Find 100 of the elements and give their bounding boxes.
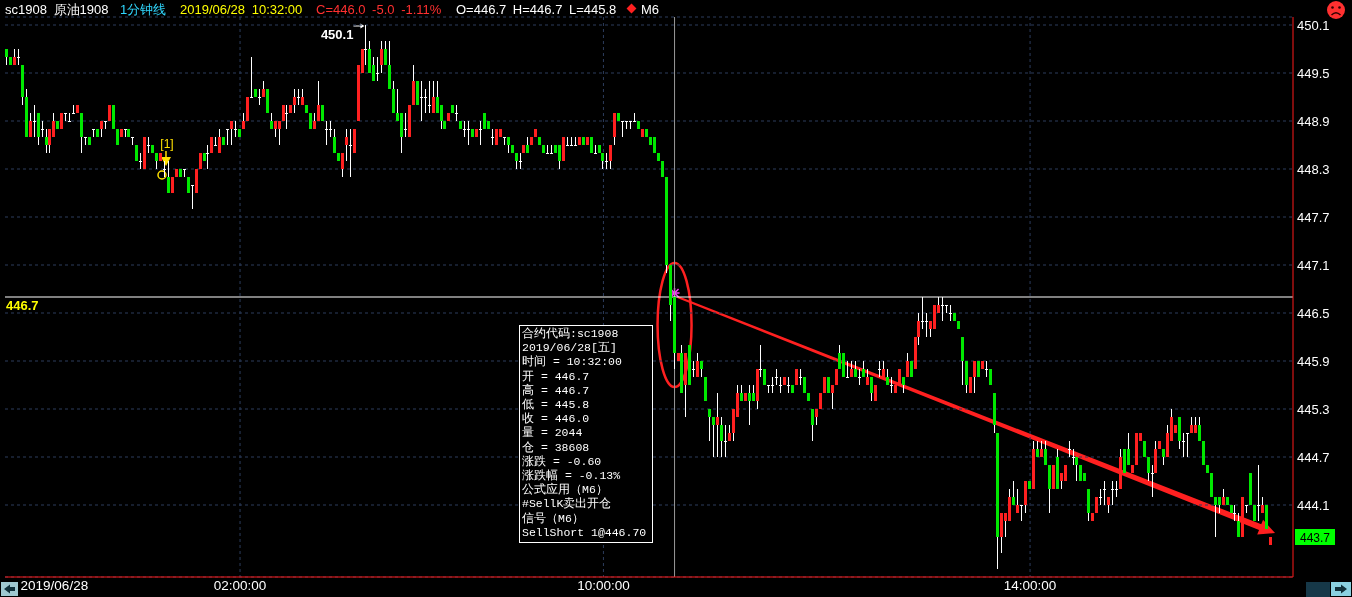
candlestick [810,408,814,442]
candlestick [846,360,850,378]
candlestick [1000,512,1004,554]
annotation: O=446.7 H=446.7 L=445.8 [456,2,617,17]
y-tick-label: 450.1 [1297,17,1330,33]
candlestick [569,136,573,146]
candlestick [388,40,392,90]
annotation: #SellK卖出开仓 [522,497,613,512]
candlestick [1182,432,1186,458]
candlestick [972,360,976,394]
candlestick [558,144,562,170]
x-tick-label: 14:00:00 [1003,577,1057,593]
candlestick [1178,416,1182,450]
candlestick [692,360,696,378]
candlestick [712,416,716,458]
candlestick [1087,488,1091,522]
chart-title: sc1908 原油1908 [5,2,109,17]
candlestick [716,392,720,458]
candlestick [249,56,253,98]
candlestick [613,112,617,146]
candlestick [1257,464,1261,522]
annotation: SellShort 1@446.70 [522,525,648,541]
x-tick-label: 10:00:00 [577,577,630,593]
candlestick [775,368,779,386]
annotation: 高 = 446.7 [522,383,591,398]
candlestick [1099,488,1103,506]
candlestick [1047,464,1051,514]
candlestick [767,384,771,394]
candlestick [925,312,929,338]
candlestick [163,160,167,178]
y-tick-label: 447.7 [1297,209,1330,225]
y-tick-label: 444.1 [1297,497,1330,513]
candlestick [467,120,471,146]
y-tick-label: 445.9 [1297,353,1330,369]
candlestick [423,88,427,114]
annotation: C=446.0 -5.0 -1.11% [316,2,442,17]
candlestick [984,360,988,378]
candlestick [427,80,431,114]
annotation: 涨跌幅 = -0.13% [522,469,622,483]
annotation: 合约代码:sc1908 [522,327,620,341]
candlestick [123,128,127,138]
candlestick [546,144,550,154]
chart-subtitle: 1分钟线 [120,2,167,17]
candlestick [759,344,763,378]
x-tick-label: 02:00:00 [213,577,267,593]
candlestick [787,376,791,394]
candlestick [364,24,368,66]
y-tick-label: 449.5 [1297,65,1330,81]
candlestick [147,136,151,154]
annotation: 450.1 [320,27,354,42]
candlestick [858,368,862,386]
candlestick [273,120,277,138]
candlestick [565,136,569,146]
candlestick [36,112,40,146]
candlestick [601,152,605,170]
candlestick [455,104,459,122]
candlestick [1024,480,1028,514]
candlestick [1111,480,1115,506]
candlestick [277,120,281,146]
candlestick [340,152,344,178]
candlestick [376,56,380,82]
candlestick [380,40,384,74]
candlestick [960,336,964,386]
candlestick [348,128,352,178]
candlestick [234,120,238,138]
candlestick [328,120,332,138]
candlestick [633,112,637,122]
annotation: 2019/06/28[五] [522,341,618,355]
annotation: 低 = 445.8 [522,398,591,412]
candlestick [719,416,723,458]
y-tick-label: 444.7 [1297,449,1330,465]
candlestick [32,104,36,138]
candlestick [605,152,609,170]
y-tick-label: 445.3 [1297,401,1330,417]
candlestick [889,376,893,394]
annotation: 2019/06/28 10:32:00 [180,2,303,17]
candlestick [344,128,348,162]
candlestick [593,144,597,154]
candlestick [166,160,170,194]
candlestick [1213,496,1217,538]
annotation: [1] [160,137,174,151]
candlestick [609,144,613,170]
y-tick-label: 448.3 [1297,161,1330,177]
candlestick [723,424,727,458]
candlestick [131,136,135,146]
candlestick [44,128,48,154]
annotation: 量 = 2044 [522,426,584,441]
candlestick [297,88,301,106]
candlestick [550,144,554,154]
candlestick [830,384,834,410]
candlestick [870,376,874,402]
candlestick [518,152,522,170]
candlestick [419,80,423,122]
x-tick-label: 2019/06/28 [20,577,89,593]
candlestick [1114,480,1118,498]
annotation: 时间 = 10:32:00 [522,355,623,370]
ref-line-label: 446.7 [6,298,39,313]
candlestick [479,120,483,146]
candlestick [949,304,953,322]
candlestick [68,112,72,122]
